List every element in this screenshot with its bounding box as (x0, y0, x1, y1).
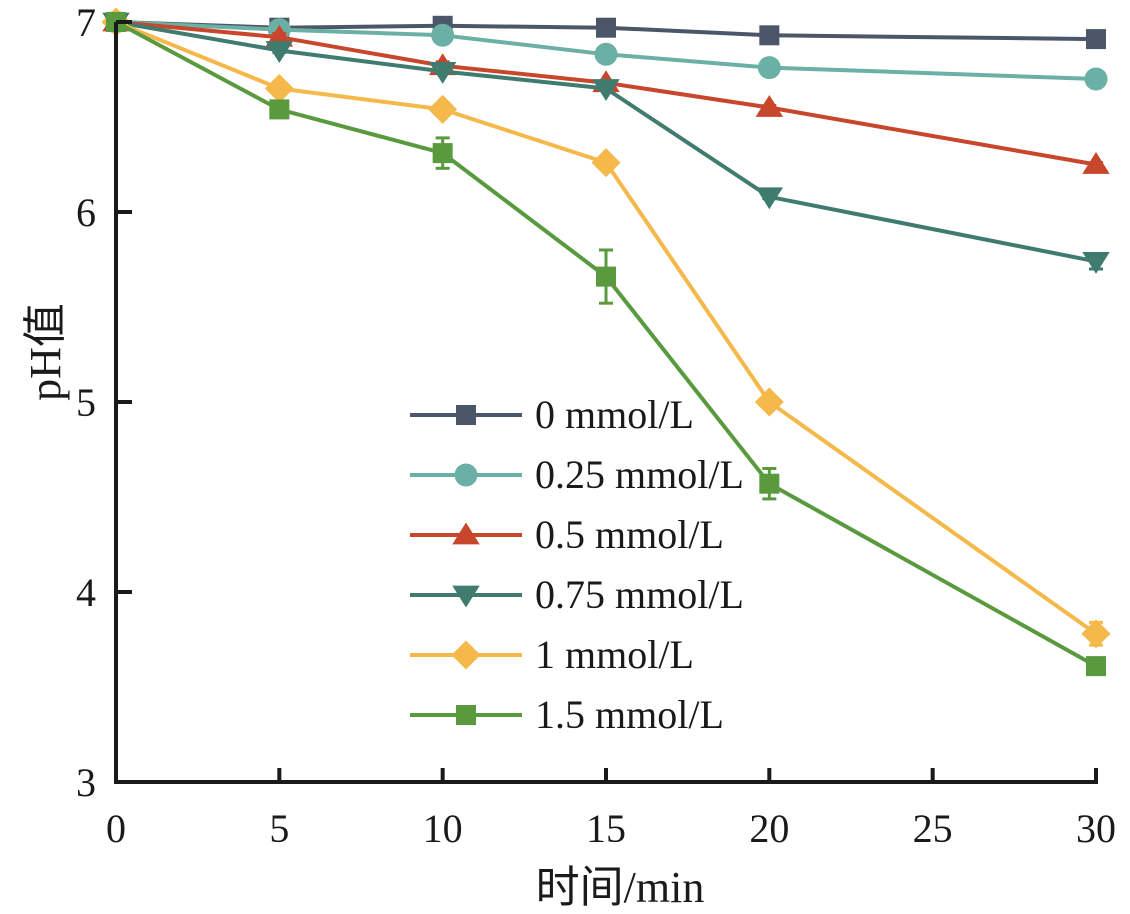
y-tick-label: 5 (76, 380, 96, 425)
x-tick-label: 25 (913, 806, 953, 851)
y-axis-title: pH值 (21, 303, 70, 401)
legend-item: 1.5 mmol/L (410, 692, 724, 737)
series-line (115, 20, 1098, 636)
data-point (269, 99, 290, 120)
data-point (428, 62, 457, 84)
legend-marker (451, 640, 481, 670)
x-tick-label: 20 (749, 806, 789, 851)
y-tick-label: 7 (76, 0, 96, 45)
legend-marker (452, 585, 480, 608)
data-point (432, 143, 453, 164)
x-tick-label: 10 (423, 806, 463, 851)
legend-label: 0 mmol/L (535, 392, 694, 437)
data-point (265, 24, 294, 47)
series-line (115, 20, 1097, 167)
series-0-25-mmol-l (104, 10, 1108, 91)
data-point (1086, 29, 1106, 50)
x-tick-label: 0 (106, 806, 126, 851)
y-tick-label: 3 (76, 760, 96, 805)
data-point (757, 56, 781, 80)
data-point (592, 79, 620, 101)
legend-item: 0 mmol/L (410, 392, 694, 437)
data-point (591, 148, 621, 178)
legend-label: 1 mmol/L (535, 632, 694, 677)
x-tick-label: 15 (586, 806, 626, 851)
legend-marker (452, 522, 480, 545)
legend-item: 0.25 mmol/L (410, 452, 744, 497)
data-point (1084, 67, 1108, 91)
legend-label: 0.25 mmol/L (535, 452, 744, 497)
series-line (115, 20, 1097, 264)
y-tick-label: 6 (76, 190, 96, 235)
data-point (596, 266, 616, 287)
data-point (1086, 656, 1106, 677)
data-point (759, 25, 780, 46)
legend-label: 1.5 mmol/L (535, 692, 724, 737)
legend-marker (456, 405, 476, 425)
x-tick-label: 30 (1076, 806, 1116, 851)
legend-item: 1 mmol/L (410, 632, 694, 677)
series-0-75-mmol-l (102, 12, 1110, 274)
legend: 0 mmol/L 0.25 mmol/L 0.5 mmol/L 0.75 mmol/L… (410, 392, 744, 737)
data-point (594, 42, 618, 66)
legend-marker (456, 705, 476, 725)
legend-label: 0.75 mmol/L (535, 572, 744, 617)
x-tick-label: 5 (269, 806, 289, 851)
legend-item: 0.75 mmol/L (410, 572, 744, 617)
data-point (596, 17, 616, 38)
ticks: 0 5 10 15 20 25 30 3 4 5 6 7 (76, 0, 1116, 851)
data-point (755, 187, 784, 210)
y-tick-label: 4 (76, 570, 96, 615)
x-axis-title: 时间/min (536, 863, 705, 912)
data-point (431, 23, 455, 47)
legend-label: 0.5 mmol/L (535, 512, 724, 557)
legend-item: 0.5 mmol/L (410, 512, 724, 557)
data-point (1082, 252, 1110, 274)
data-point (265, 41, 294, 63)
data-point (755, 95, 784, 117)
data-point (264, 74, 294, 103)
series-line (115, 20, 1097, 668)
data-point (1082, 152, 1110, 174)
series-line (115, 20, 1097, 81)
data-point (754, 387, 784, 417)
data-point (428, 94, 458, 124)
legend-marker (454, 463, 478, 487)
data-point (759, 473, 780, 494)
data-point (1081, 619, 1111, 649)
